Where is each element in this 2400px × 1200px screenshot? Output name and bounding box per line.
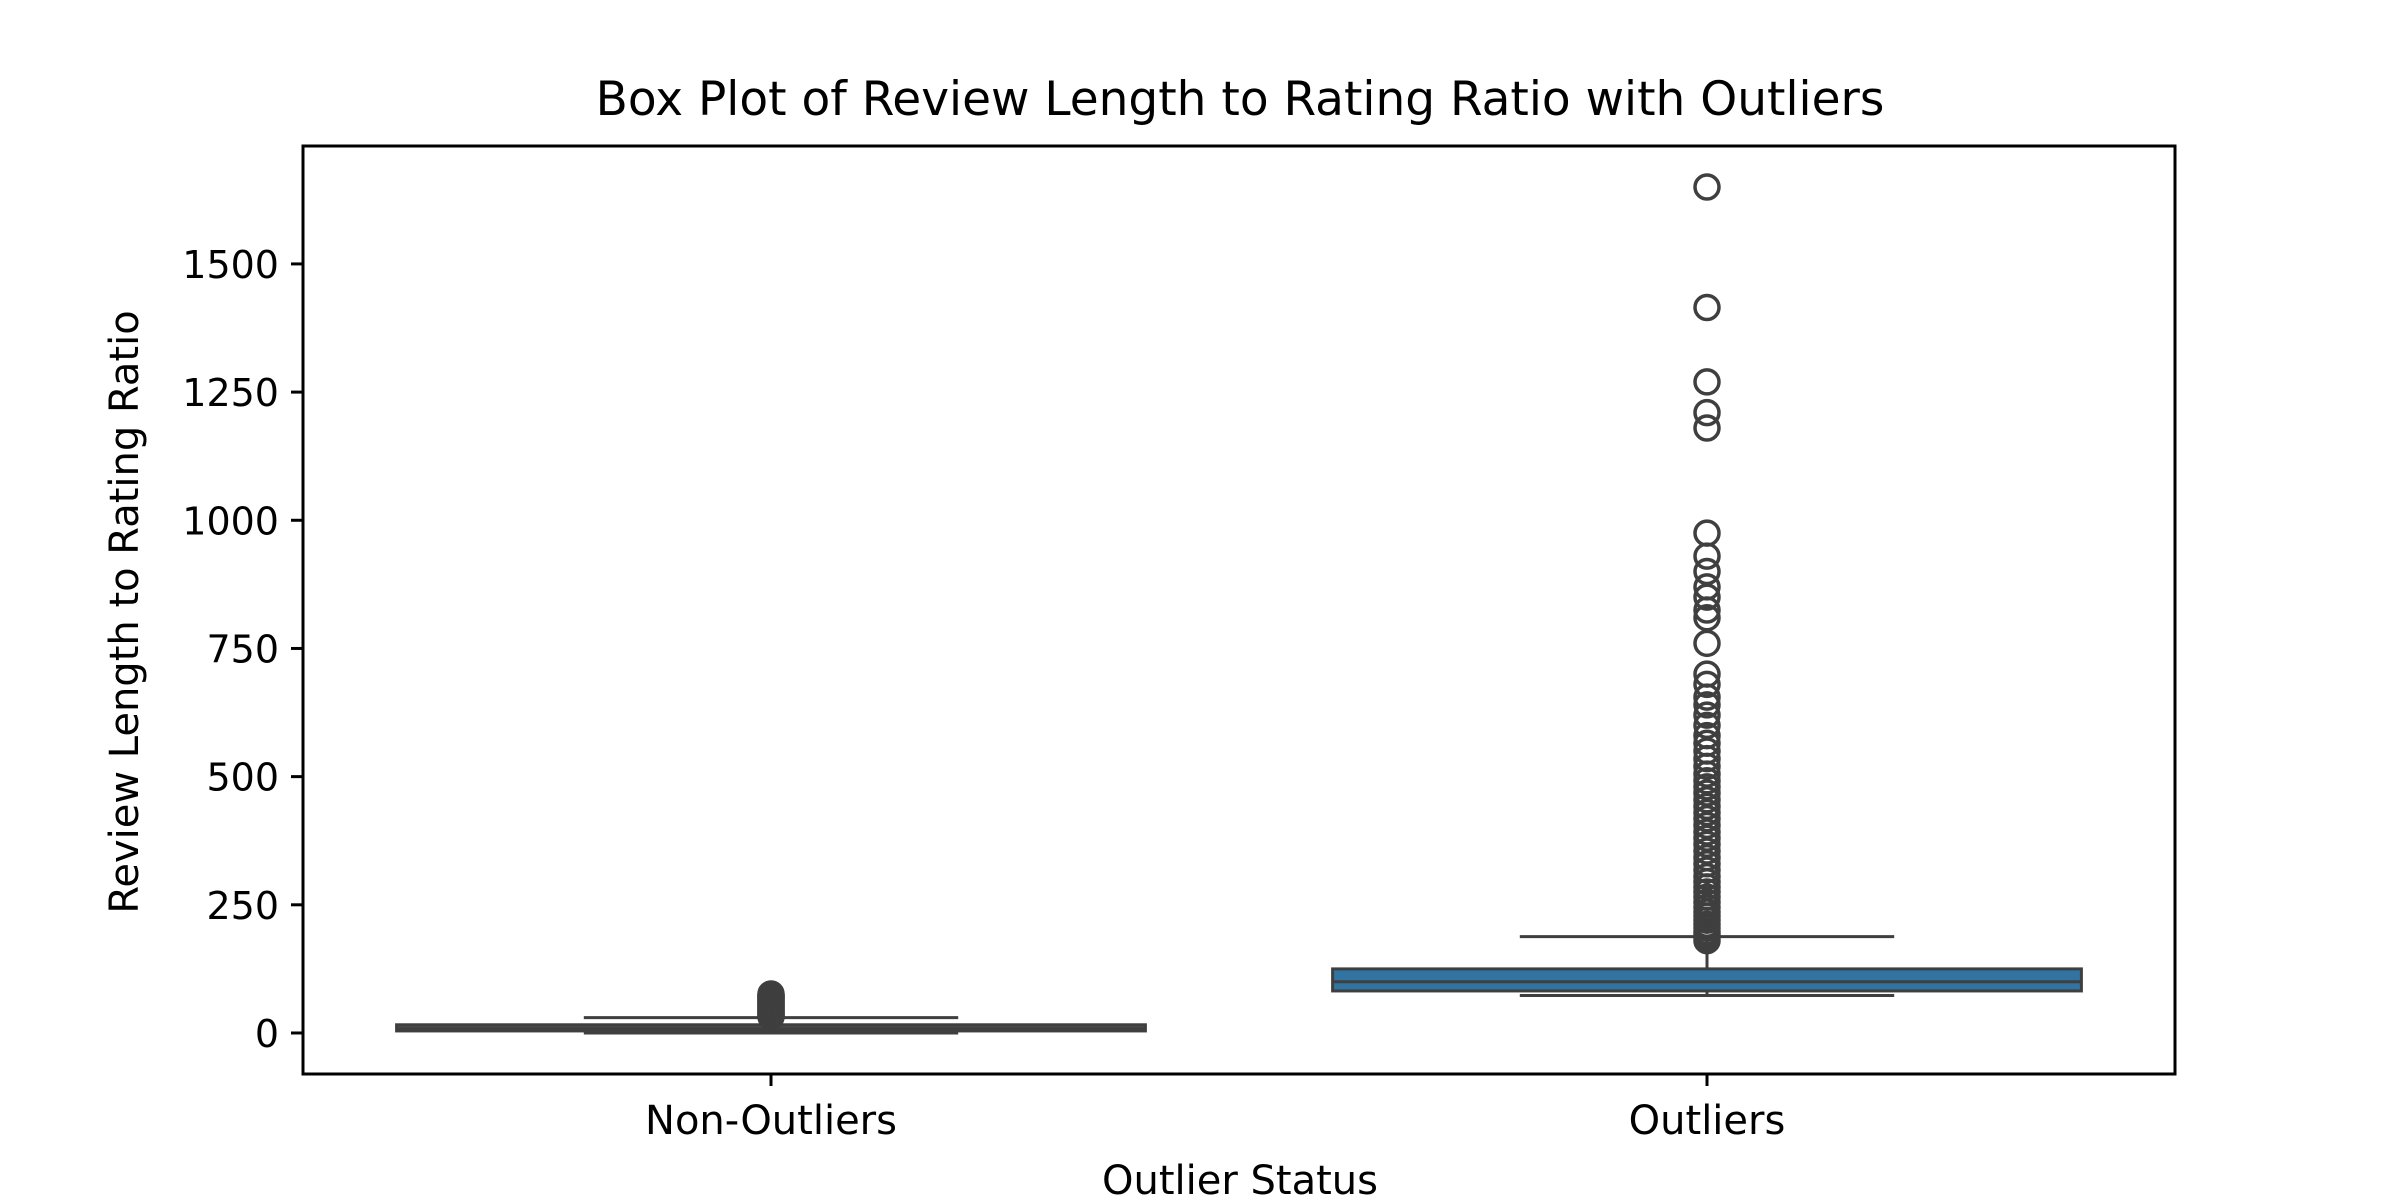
x-tick-label: Outliers [1629,1098,1786,1144]
outlier-point [1693,293,1721,322]
y-tick-label: 250 [206,884,279,928]
outlier-point [1693,173,1721,201]
outlier-point [1693,670,1721,699]
outlier-point [1693,603,1721,632]
outlier-point [1693,519,1721,547]
outlier-point [1693,691,1721,719]
chart-title: Box Plot of Review Length to Rating Rati… [596,72,1885,127]
outlier-point [1693,660,1721,688]
outlier-point [1693,629,1721,658]
outlier-point [1693,729,1721,758]
outlier-point [1693,414,1721,442]
x-tick-label: Non-Outliers [645,1098,897,1144]
outlier-point [757,980,785,1008]
axes-frame [301,144,2177,1076]
box-iqr [1331,967,2083,993]
plot-area: 0 250 500 750 1000 1250 1500 Non-Outliers Outlie… [182,173,2083,1144]
y-tick-label: 1000 [182,499,279,543]
outlier-point [1693,368,1721,396]
outlier-point [1693,701,1721,729]
y-axis-label: Review Length to Rating Ratio [102,310,148,913]
y-tick-label: 0 [255,1012,279,1056]
y-tick-label: 750 [206,627,279,671]
outlier-point [1693,557,1721,586]
outlier-point [1693,398,1721,427]
outlier-point [1693,711,1721,740]
x-axis-label: Outlier Status [1102,1158,1378,1200]
outlier-point [1693,573,1721,601]
y-tick-label: 1250 [182,371,279,415]
outlier-point [1693,542,1721,570]
y-tick-label: 1500 [182,243,279,287]
y-tick-label: 500 [206,756,279,800]
outlier-point [1693,721,1721,750]
